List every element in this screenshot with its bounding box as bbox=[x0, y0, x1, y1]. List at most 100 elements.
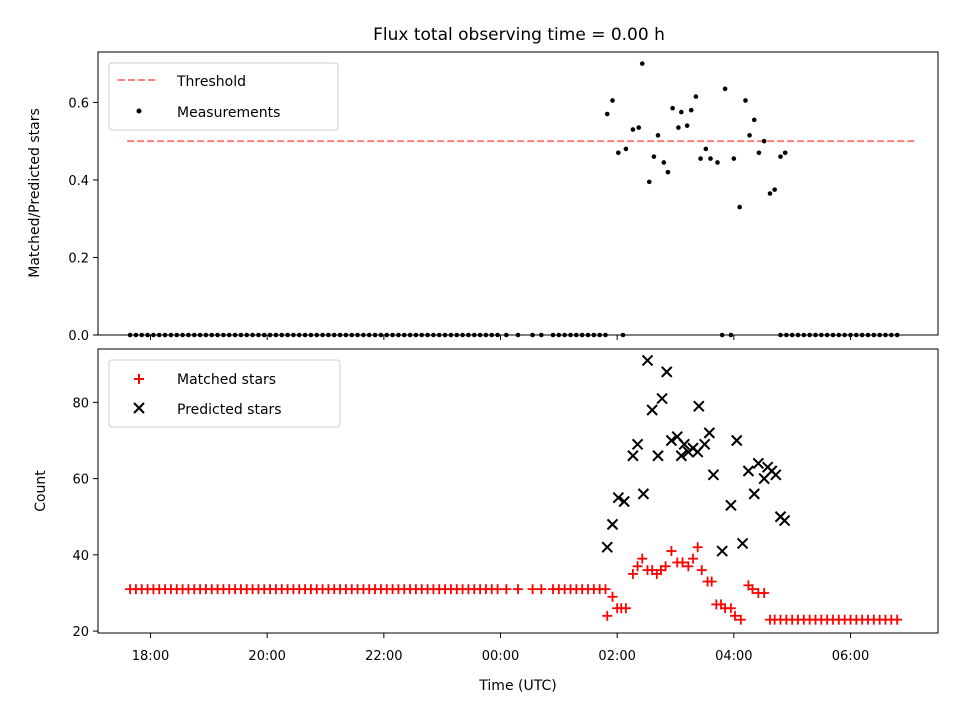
measurement-point bbox=[679, 109, 684, 115]
matched-star-point bbox=[632, 561, 643, 572]
bottom-x-ticks: 18:00 20:00 22:00 00:00 02:00 04:00 06:00 bbox=[132, 633, 869, 664]
chart-title: Flux total observing time = 0.00 h bbox=[373, 25, 665, 45]
measurement-point bbox=[639, 61, 645, 66]
predicted-star-point bbox=[656, 392, 668, 405]
predicted-star-point bbox=[725, 499, 737, 512]
top-y-axis-label: Matched/Predicted stars bbox=[27, 108, 43, 278]
matched-star-point bbox=[492, 584, 503, 595]
predicted-star-point bbox=[736, 537, 749, 550]
top-legend: Threshold Measurements bbox=[108, 62, 339, 131]
predicted-star-point bbox=[778, 514, 791, 527]
legend-measurements-swatch bbox=[136, 108, 142, 114]
bottom-x-tick-label: 20:00 bbox=[248, 649, 285, 664]
measurement-point bbox=[756, 150, 762, 156]
matched-star-point bbox=[730, 610, 740, 621]
measurement-point bbox=[722, 86, 728, 92]
matched-star-point bbox=[759, 587, 770, 598]
bottom-y-tick-label: 80 bbox=[72, 396, 89, 411]
matched-star-point bbox=[602, 610, 613, 621]
matched-star-point bbox=[627, 568, 638, 579]
matched-star-point bbox=[688, 553, 698, 564]
measurement-point bbox=[665, 169, 671, 175]
matched-star-point bbox=[620, 603, 631, 614]
legend-predicted-label: Predicted stars bbox=[177, 402, 282, 418]
bottom-panel: 20 40 60 80 18:00 20:00 22:00 00:00 02:00 04:00 0… bbox=[33, 348, 939, 694]
predicted-star-point bbox=[707, 469, 720, 481]
top-y-ticks: 0.0 0.2 0.4 0.6 bbox=[68, 96, 98, 344]
measurement-point bbox=[708, 156, 713, 161]
measurement-point bbox=[688, 107, 694, 113]
legend-threshold-label: Threshold bbox=[176, 74, 246, 90]
measurement-point bbox=[772, 187, 777, 192]
predicted-star-point bbox=[646, 404, 658, 416]
measurement-point bbox=[747, 133, 752, 138]
measurement-point bbox=[655, 133, 661, 138]
measurement-point bbox=[623, 146, 629, 152]
predicted-star-point bbox=[661, 366, 673, 378]
predicted-star-point bbox=[601, 541, 613, 553]
predicted-star-point bbox=[618, 495, 630, 508]
predicted-star-points bbox=[601, 354, 791, 557]
bottom-y-axis-label: Count bbox=[33, 470, 49, 512]
matched-star-point bbox=[696, 565, 707, 576]
bottom-y-ticks: 20 40 60 80 bbox=[72, 396, 98, 640]
measurement-point bbox=[743, 98, 748, 103]
bottom-legend: Matched stars Predicted stars bbox=[108, 359, 341, 428]
predicted-star-point bbox=[637, 488, 650, 500]
measurement-point bbox=[616, 150, 621, 156]
matched-star-point bbox=[527, 584, 538, 595]
predicted-star-point bbox=[678, 438, 690, 451]
matched-star-point bbox=[725, 603, 736, 614]
bottom-x-tick-label: 04:00 bbox=[715, 649, 752, 664]
top-y-tick-label: 0.6 bbox=[68, 96, 89, 111]
predicted-star-point bbox=[652, 450, 664, 462]
matched-star-point bbox=[600, 584, 611, 595]
bottom-x-tick-label: 18:00 bbox=[132, 649, 169, 664]
predicted-star-point bbox=[742, 465, 755, 477]
predicted-star-point bbox=[693, 400, 705, 412]
top-y-tick-label: 0.0 bbox=[68, 329, 89, 344]
matched-star-point bbox=[706, 576, 717, 587]
measurement-point bbox=[737, 204, 742, 210]
measurement-point bbox=[636, 125, 642, 130]
measurement-point bbox=[676, 125, 681, 130]
predicted-star-point bbox=[665, 434, 678, 447]
measurement-point bbox=[767, 191, 773, 196]
measurement-point bbox=[703, 146, 709, 152]
measurement-point bbox=[651, 154, 657, 159]
top-y-tick-label: 0.4 bbox=[68, 174, 89, 189]
legend-matched-label: Matched stars bbox=[177, 372, 276, 388]
bottom-y-tick-label: 60 bbox=[72, 473, 89, 488]
predicted-star-point bbox=[703, 427, 716, 439]
top-y-tick-label: 0.2 bbox=[68, 251, 89, 266]
measurement-point bbox=[751, 117, 757, 123]
top-plot-frame bbox=[97, 51, 939, 336]
predicted-star-point bbox=[606, 518, 619, 531]
bottom-plot-frame bbox=[97, 348, 939, 634]
matched-star-points bbox=[125, 542, 903, 625]
predicted-star-point bbox=[612, 491, 625, 504]
predicted-star-point bbox=[631, 438, 644, 451]
x-axis-label: Time (UTC) bbox=[478, 678, 556, 694]
matched-star-point bbox=[666, 546, 677, 557]
matched-star-point bbox=[747, 584, 758, 595]
predicted-star-point bbox=[752, 457, 765, 470]
measurement-point bbox=[782, 150, 788, 156]
matched-star-point bbox=[735, 614, 746, 625]
measurement-point bbox=[731, 156, 737, 161]
matched-star-point bbox=[892, 614, 903, 625]
matched-star-point bbox=[637, 553, 648, 564]
predicted-star-point bbox=[748, 488, 760, 500]
bottom-y-tick-label: 20 bbox=[72, 625, 89, 640]
predicted-star-point bbox=[641, 354, 654, 367]
measurement-point bbox=[646, 179, 652, 185]
measurement-point bbox=[693, 94, 699, 99]
matched-star-point bbox=[660, 561, 671, 572]
bottom-y-tick-label: 40 bbox=[72, 549, 89, 564]
measurement-point bbox=[661, 160, 667, 165]
measurement-point bbox=[670, 105, 675, 111]
measurement-point bbox=[630, 127, 636, 132]
matched-star-point bbox=[683, 561, 694, 572]
bottom-x-tick-label: 02:00 bbox=[598, 649, 635, 664]
